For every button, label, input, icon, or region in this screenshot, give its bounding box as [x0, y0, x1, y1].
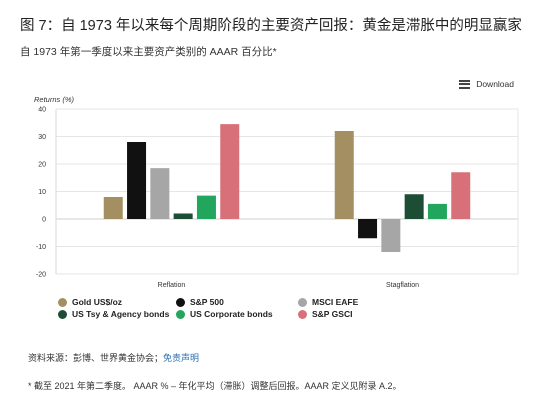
page-title: 图 7：自 1973 年以来每个周期阶段的主要资产回报：黄金是滞胀中的明显赢家 — [20, 18, 522, 34]
legend-swatch — [58, 297, 67, 307]
x-tick-label: Reflation — [158, 282, 186, 289]
menu-icon — [459, 79, 471, 89]
bar-msci-eafe-reflation — [150, 168, 170, 219]
legend-item: US Tsy & Agency bonds — [58, 309, 169, 319]
legend-swatch — [298, 297, 307, 307]
x-tick-label: Stagflation — [386, 282, 419, 289]
legend-label: MSCI EAFE — [312, 297, 359, 307]
download-label: Download — [476, 79, 514, 89]
legend-swatch — [58, 309, 67, 319]
chart-svg: Returns (%) 40 30 20 10 0 -10 -20 Reflation Stagf… — [34, 95, 519, 289]
legend-swatch — [298, 309, 307, 319]
source-note: 资料来源：彭博、世界黄金协会；免责声明 — [28, 351, 199, 364]
bar-s-p-500-stagflation — [358, 219, 378, 239]
bar-us-corporate-bonds-stagflation — [427, 203, 447, 219]
y-tick-label: 30 — [38, 134, 46, 141]
chart: Returns (%) 40 30 20 10 0 -10 -20 Reflation Stagf… — [0, 90, 554, 300]
y-tick-label: -20 — [36, 272, 46, 279]
legend-label: S&P 500 — [190, 297, 224, 307]
bar-gold-us-oz-reflation — [103, 197, 123, 219]
bar-us-corporate-bonds-reflation — [196, 195, 216, 219]
legend-swatch — [176, 297, 185, 307]
bar-us-tsy-agency-bonds-reflation — [173, 213, 193, 219]
disclaimer-link[interactable]: 免责声明 — [163, 353, 200, 363]
legend-item: S&P 500 — [176, 297, 224, 307]
page-subtitle: 自 1973 年第一季度以来主要资产类别的 AAAR 百分比* — [20, 46, 277, 58]
y-tick-label: 10 — [38, 189, 46, 196]
source-text: 资料来源：彭博、世界黄金协会； — [28, 353, 164, 363]
legend-label: US Tsy & Agency bonds — [72, 309, 170, 319]
legend-label: US Corporate bonds — [190, 309, 273, 319]
legend-item: S&P GSCI — [298, 309, 352, 319]
footnote: * 截至 2021 年第二季度。 AAAR % – 年化平均（滞胀）调整后回报。… — [28, 381, 402, 391]
download-button[interactable]: Download — [459, 79, 514, 89]
bar-s-p-gsci-stagflation — [451, 172, 471, 219]
y-tick-label: -10 — [36, 244, 46, 251]
bar-gold-us-oz-stagflation — [334, 131, 354, 219]
bar-s-p-gsci-reflation — [220, 124, 240, 219]
y-tick-label: 40 — [38, 107, 46, 114]
legend-label: S&P GSCI — [312, 309, 353, 319]
legend-label: Gold US$/oz — [72, 297, 123, 307]
y-axis-title: Returns (%) — [34, 95, 75, 104]
legend-swatch — [176, 309, 185, 319]
bar-s-p-500-reflation — [127, 142, 147, 219]
y-tick-label: 0 — [42, 217, 46, 224]
legend-item: Gold US$/oz — [58, 297, 122, 307]
y-tick-label: 20 — [38, 162, 46, 169]
legend-item: MSCI EAFE — [298, 297, 358, 307]
bar-us-tsy-agency-bonds-stagflation — [404, 194, 424, 219]
bar-msci-eafe-stagflation — [381, 219, 401, 252]
legend-item: US Corporate bonds — [176, 309, 273, 319]
